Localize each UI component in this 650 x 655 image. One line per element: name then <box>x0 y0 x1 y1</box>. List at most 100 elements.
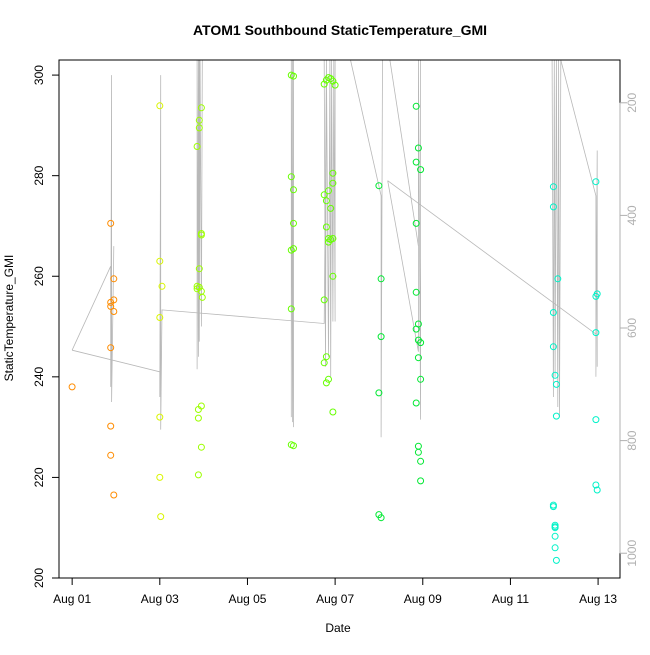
data-point-4-12 <box>320 191 328 199</box>
y-tick-label: 260 <box>32 266 46 286</box>
data-points <box>68 71 601 564</box>
profile-line-1 <box>71 75 115 403</box>
data-point-4-21 <box>325 187 332 195</box>
data-point-6-13 <box>552 380 560 388</box>
x-tick-label: Aug 13 <box>579 592 617 606</box>
data-point-3-17 <box>198 293 206 301</box>
data-point-4-6 <box>290 72 297 80</box>
data-point-4-24 <box>325 375 332 383</box>
data-point-4-10 <box>290 442 297 450</box>
data-point-6-17 <box>592 178 600 186</box>
data-point-5-1 <box>375 182 383 190</box>
data-point-4-14 <box>320 359 328 367</box>
data-point-6-2 <box>549 203 557 211</box>
x-tick-label: Aug 07 <box>316 592 354 606</box>
data-point-3-9 <box>195 265 203 273</box>
data-point-6-16 <box>554 275 562 283</box>
data-point-6-6 <box>549 503 557 511</box>
data-point-5-2 <box>375 389 383 397</box>
data-point-3-10 <box>195 283 203 291</box>
right-tick-label: 600 <box>625 318 639 338</box>
data-point-5-19 <box>417 166 425 174</box>
profile-line-8 <box>387 180 597 335</box>
x-tick-label: Aug 05 <box>228 592 266 606</box>
data-point-5-13 <box>414 144 422 152</box>
data-point-5-18 <box>414 448 422 456</box>
data-point-1-9 <box>110 275 118 283</box>
data-point-3-6 <box>194 471 202 479</box>
data-point-6-7 <box>551 371 559 379</box>
data-point-4-26 <box>327 204 335 212</box>
data-point-3-7 <box>195 116 203 124</box>
x-tick-label: Aug 11 <box>492 592 529 606</box>
data-point-1-1 <box>68 383 76 391</box>
profile-line-11 <box>560 59 598 377</box>
chart-title: ATOM1 Southbound StaticTemperature_GMI <box>193 22 487 38</box>
data-point-6-11 <box>551 532 559 540</box>
data-point-4-4 <box>287 305 295 313</box>
right-axis: 200 400 600 800 1000 <box>619 92 639 567</box>
y-axis-label: StaticTemperature_GMI <box>2 255 16 382</box>
data-point-2-5 <box>156 473 164 481</box>
x-axis-label: Date <box>325 621 351 635</box>
data-point-1-8 <box>110 296 118 304</box>
data-point-5-16 <box>414 354 422 362</box>
data-point-4-28 <box>329 77 337 85</box>
y-tick-label: 300 <box>32 65 46 85</box>
x-tick-label: Aug 09 <box>404 592 442 606</box>
data-point-4-30 <box>329 179 337 187</box>
data-point-5-12 <box>412 399 420 407</box>
data-point-5-7 <box>412 102 420 110</box>
data-point-6-22 <box>593 290 601 298</box>
data-point-3-15 <box>197 402 205 410</box>
data-point-6-4 <box>549 343 557 351</box>
x-tick-label: Aug 03 <box>141 592 179 606</box>
data-point-1-10 <box>110 308 118 315</box>
data-point-3-5 <box>194 414 202 422</box>
data-point-1-4 <box>107 302 115 310</box>
data-point-1-5 <box>107 344 115 352</box>
data-point-5-20 <box>417 339 425 347</box>
data-point-2-4 <box>156 413 164 421</box>
data-point-5-5 <box>377 333 385 341</box>
y-tick-label: 280 <box>32 165 46 185</box>
data-point-3-16 <box>197 443 205 451</box>
data-point-6-21 <box>592 481 600 489</box>
data-point-3-1 <box>193 143 201 150</box>
right-tick-label: 400 <box>625 205 639 225</box>
data-point-2-6 <box>157 513 165 521</box>
data-point-6-20 <box>592 416 600 424</box>
right-tick-label: 1000 <box>625 540 639 567</box>
data-point-2-1 <box>156 102 164 110</box>
data-point-2-7 <box>158 282 166 290</box>
right-tick-label: 200 <box>625 92 639 112</box>
data-point-4-7 <box>290 186 297 194</box>
right-tick-label: 800 <box>625 430 639 450</box>
data-point-6-12 <box>551 544 559 552</box>
data-point-5-10 <box>412 288 420 296</box>
y-tick-label: 200 <box>32 568 46 588</box>
data-point-6-19 <box>592 329 600 337</box>
data-point-5-6 <box>377 514 385 522</box>
data-point-2-2 <box>156 257 164 265</box>
data-point-3-11 <box>197 104 205 112</box>
data-point-4-2 <box>287 173 295 181</box>
data-point-1-11 <box>110 491 118 499</box>
data-point-5-23 <box>417 477 425 485</box>
data-point-6-1 <box>549 183 557 191</box>
data-point-1-2 <box>107 219 115 227</box>
data-point-5-21 <box>417 375 425 383</box>
profile-line-2 <box>72 75 327 430</box>
data-point-5-22 <box>417 457 425 465</box>
data-point-6-14 <box>552 412 560 420</box>
data-point-4-9 <box>290 245 297 253</box>
y-tick-label: 240 <box>32 367 46 387</box>
data-point-1-6 <box>107 422 115 430</box>
data-point-3-13 <box>197 231 205 239</box>
x-axis: Aug 01 Aug 03 Aug 05 Aug 07 Aug 09 Aug 11 Aug … <box>53 577 617 606</box>
data-point-5-9 <box>412 219 420 227</box>
data-point-4-29 <box>329 169 337 177</box>
x-tick-label: Aug 01 <box>53 592 91 606</box>
